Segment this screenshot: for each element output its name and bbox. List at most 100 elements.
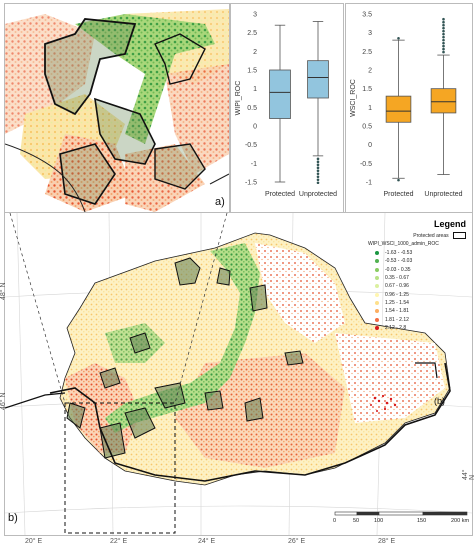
boxplot-wsci-svg: WSCI_ROC 3.5 3 2.5 2 1.5 1 0.5 0 -0.5 -1 Protected U…: [350, 12, 463, 199]
boxplot-wsci: WSCI_ROC 3.5 3 2.5 2 1.5 1 0.5 0 -0.5 -1 Protected U…: [345, 3, 473, 213]
lon-label-24: 24° E: [198, 538, 216, 545]
outlier-point: [316, 157, 320, 161]
boxplot-wipi: WIPI_ROC 3 2.5 2 1.5 1 0.5 0 -0.5 -1 -1.5 Protected…: [230, 3, 344, 213]
legend-protected-label: Protected areas: [413, 232, 449, 239]
box-unprotected: [307, 21, 329, 185]
y-tick-label: 3: [253, 12, 257, 19]
outlier-point: [442, 50, 445, 54]
box-protected: [385, 36, 412, 182]
box-protected: [269, 24, 291, 183]
lon-label-22: 22° E: [110, 538, 128, 545]
legend-class-dot: [375, 267, 379, 272]
scale-150: 150: [417, 518, 427, 524]
main-map-svg: [5, 213, 472, 535]
outlier-point: [442, 35, 445, 39]
legend-classes: -1.63 - -0.53 -0.53 - -0.03 -0.03 - 0.35 0.…: [368, 249, 466, 332]
inset-map-svg: [5, 4, 229, 212]
panel-label-a: a): [215, 196, 225, 208]
outlier-point: [442, 41, 445, 45]
legend-class-row: 0.96 - 1.25: [368, 290, 466, 298]
outlier-point: [316, 163, 320, 167]
outlier-point: [397, 178, 400, 182]
x-category-label: Unprotected: [424, 191, 462, 198]
legend-class-row: -1.63 - -0.53: [368, 249, 466, 257]
panel-label-b: b): [8, 512, 18, 524]
lat-label-46: 46° N: [0, 392, 7, 410]
legend-class-row: 0.35 - 0.67: [368, 274, 466, 282]
protected-areas: [66, 257, 304, 459]
legend-class-label: 2.12 - 2.8: [385, 324, 407, 331]
scale-0: 0: [333, 518, 337, 524]
legend-class-label: 1.25 - 1.54: [385, 299, 409, 306]
legend-protected-row: Protected areas: [368, 232, 466, 239]
outlier-point: [316, 175, 320, 179]
box-iqr: [269, 69, 291, 119]
y-tick-label: 1: [368, 105, 372, 112]
x-category-label: Protected: [384, 191, 414, 198]
legend-class-label: 1.54 - 1.81: [385, 308, 409, 315]
legend-class-dot: [375, 300, 379, 305]
outlier-point: [316, 181, 320, 185]
y-tick-label: 2.5: [362, 49, 372, 56]
outlier-point: [316, 178, 320, 182]
scale-200: 200 km: [451, 518, 470, 524]
y-tick-label: -1: [251, 161, 257, 168]
lon-label-26: 26° E: [288, 538, 306, 545]
y-tick-label: 2.5: [247, 30, 257, 37]
x-category-label: Unprotected: [299, 191, 337, 198]
legend-class-label: -0.03 - 0.35: [385, 266, 411, 273]
legend-class-row: 0.67 - 0.96: [368, 282, 466, 290]
legend-class-label: 0.67 - 0.96: [385, 283, 409, 290]
lat-label-48: 48° N: [0, 282, 7, 300]
x-category-label: Protected: [265, 191, 295, 198]
scale-100: 100: [374, 518, 384, 524]
y-axis-label: WSCI_ROC: [350, 79, 357, 117]
protected-swatch: [453, 232, 466, 239]
outlier-point: [316, 172, 320, 176]
y-tick-label: 3.5: [362, 12, 372, 19]
outlier-point: [442, 23, 445, 27]
y-tick-label: -0.5: [360, 161, 372, 168]
y-tick-label: 3: [368, 30, 372, 37]
outlier-point: [442, 32, 445, 36]
legend-class-label: 0.35 - 0.67: [385, 275, 409, 282]
y-tick-label: -0.5: [245, 142, 257, 149]
outlier-point: [442, 17, 445, 21]
legend-class-dot: [375, 251, 379, 256]
y-tick-label: 2: [368, 68, 372, 75]
legend-title: Legend: [433, 219, 466, 229]
lat-label-44: 44° N: [462, 469, 475, 480]
lon-label-20: 20° E: [25, 538, 43, 545]
map-legend: Legend Protected areas WIPI_WSCI_1000_ad…: [368, 219, 466, 332]
map-inset-marker: (b): [434, 396, 445, 406]
y-tick-label: 0.5: [362, 124, 372, 131]
y-tick-label: -1.5: [245, 180, 257, 187]
main-map: [4, 212, 473, 536]
outlier-point: [397, 36, 400, 40]
y-axis-label: WIPI_ROC: [235, 81, 242, 116]
y-tick-label: 0: [368, 142, 372, 149]
box-unprotected: [430, 17, 457, 175]
legend-class-dot: [375, 309, 379, 314]
box-iqr: [430, 88, 457, 114]
y-tick-label: 0: [253, 124, 257, 131]
legend-class-row: -0.03 - 0.35: [368, 266, 466, 274]
outlier-point: [316, 166, 320, 170]
legend-class-row: 1.81 - 2.12: [368, 315, 466, 323]
outlier-point: [442, 44, 445, 48]
y-tick-label: 2: [253, 49, 257, 56]
legend-class-dot: [375, 259, 379, 264]
zoom-extent: [64, 402, 176, 534]
box-iqr: [385, 95, 412, 123]
legend-field: WIPI_WSCI_1000_admin_ROC: [368, 241, 439, 247]
outlier-point: [442, 29, 445, 33]
delta-cluster: [370, 394, 397, 412]
y-tick-label: 0.5: [247, 105, 257, 112]
scale-50: 50: [353, 518, 360, 524]
legend-class-dot: [375, 292, 379, 297]
outlier-point: [442, 47, 445, 51]
outlier-point: [316, 160, 320, 164]
legend-class-label: -0.53 - -0.03: [385, 258, 413, 265]
y-tick-label: -1: [366, 180, 372, 187]
legend-class-label: 0.96 - 1.25: [385, 291, 409, 298]
